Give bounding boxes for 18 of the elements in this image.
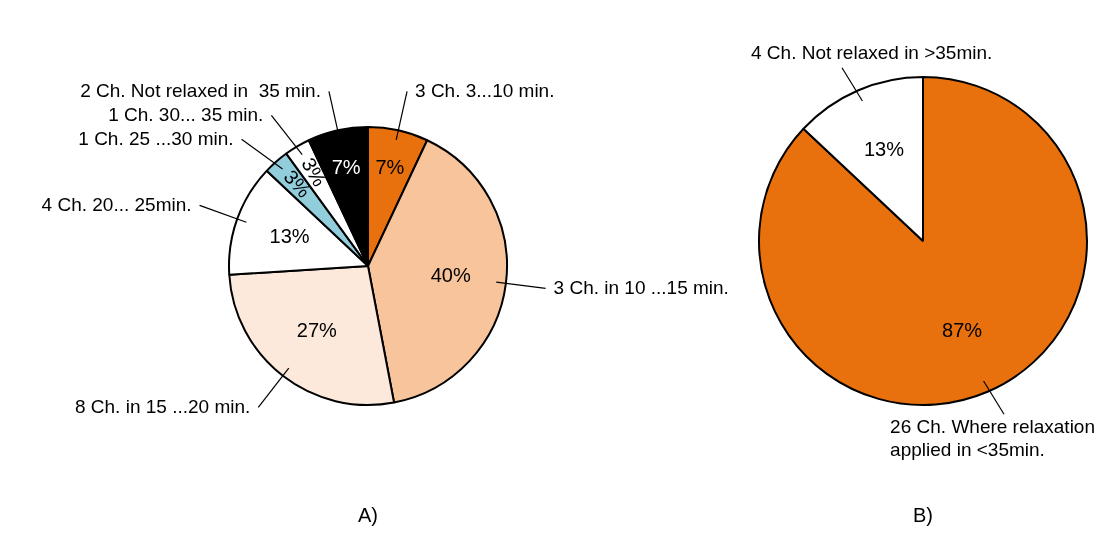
- data-label: 13%: [269, 225, 310, 248]
- data-label: 40%: [430, 263, 471, 286]
- data-label: 7%: [331, 155, 361, 178]
- text: A): [358, 503, 378, 526]
- data-label: 27%: [296, 319, 338, 342]
- data-label: 87%: [942, 318, 983, 341]
- slice-label: 8 Ch. in 15 ...20 min.: [74, 395, 251, 417]
- slice-label: 4 Ch. 20... 25min.: [41, 193, 192, 215]
- text: B): [913, 503, 933, 526]
- slice-label: 3 Ch. 3...10 min.: [415, 79, 555, 101]
- slice-label: 2 Ch. Not relaxed in 35 min.: [80, 79, 321, 101]
- slice-label: 1 Ch. 25 ...30 min.: [78, 127, 234, 149]
- slice-label: 26 Ch. Where relaxation applied in <35min.: [890, 416, 1096, 461]
- slice-label: 1 Ch. 30... 35 min.: [108, 103, 264, 125]
- slice-label: 3 Ch. in 10 ...15 min.: [553, 276, 729, 298]
- data-label: 7%: [375, 155, 405, 178]
- slice-label: 4 Ch. Not relaxed in >35min.: [751, 42, 993, 64]
- data-label: 13%: [863, 138, 905, 161]
